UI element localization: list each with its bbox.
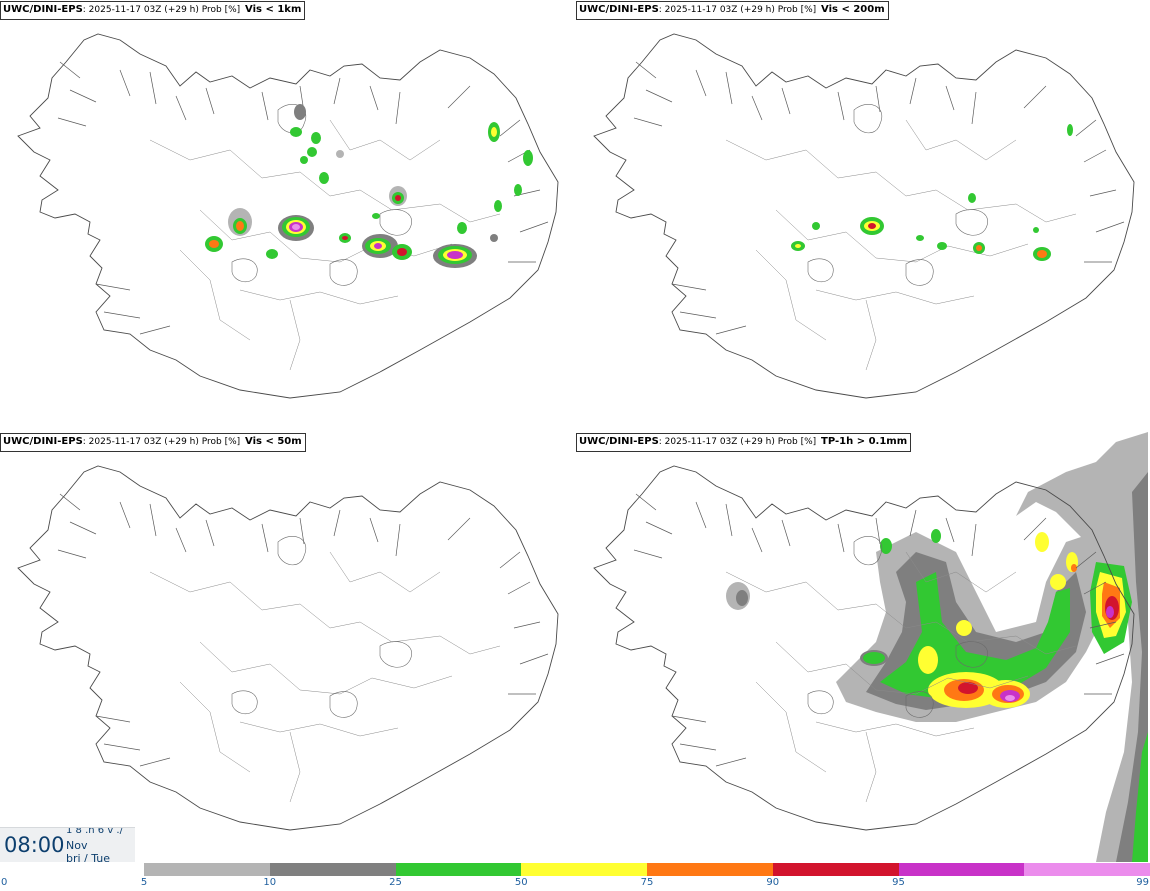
colorbar-segment [144, 863, 270, 876]
colorbar-segment [269, 863, 396, 876]
map-panel-vis-50m: UWC/DINI-EPS: 2025-11-17 03Z (+29 h) Pro… [0, 432, 572, 862]
valid-weekday: þri / Tue [66, 852, 111, 862]
panel-title: UWC/DINI-EPS: 2025-11-17 03Z (+29 h) Pro… [576, 1, 889, 20]
colorbar-tick-label: 50 [514, 877, 528, 888]
colorbar-tick-labels: 0 5 10 25 50 75 90 95 99 [0, 877, 1150, 891]
colorbar-segment [1024, 863, 1150, 876]
probability-areas [205, 104, 533, 268]
panel-title: UWC/DINI-EPS: 2025-11-17 03Z (+29 h) Pro… [0, 433, 306, 452]
panel-title: UWC/DINI-EPS: 2025-11-17 03Z (+29 h) Pro… [0, 1, 306, 20]
colorbar-segment [395, 863, 522, 876]
colorbar-segment [521, 863, 647, 876]
colorbar-tick-label: 99 [1136, 877, 1149, 888]
valid-month: Nov [66, 839, 88, 852]
valid-time-box: 08:00 1 8 .n 6 v ./ Nov þri / Tue [0, 827, 135, 862]
map-panel-vis-1km: UWC/DINI-EPS: 2025-11-17 03Z (+29 h) Pro… [0, 0, 572, 430]
probability-areas [791, 124, 1073, 261]
iceland-map [17, 465, 559, 831]
probability-colorbar [144, 863, 1150, 876]
colorbar-segment [647, 863, 773, 876]
map-panel-tp-1h: UWC/DINI-EPS: 2025-11-17 03Z (+29 h) Pro… [576, 432, 1148, 862]
panel-title: UWC/DINI-EPS: 2025-11-17 03Z (+29 h) Pro… [576, 433, 912, 452]
colorbar-tick-label: 10 [263, 877, 277, 888]
iceland-map [17, 33, 559, 399]
colorbar-segment [772, 863, 899, 876]
probability-areas [726, 432, 1148, 862]
colorbar-tick-label: 25 [389, 877, 402, 888]
colorbar-segment [898, 863, 1025, 876]
valid-time: 08:00 [4, 833, 65, 857]
colorbar-tick-label: 75 [640, 877, 654, 888]
colorbar-tick-label: 5 [140, 877, 148, 888]
colorbar-tick-label: 95 [892, 877, 905, 888]
map-panel-vis-200m: UWC/DINI-EPS: 2025-11-17 03Z (+29 h) Pro… [576, 0, 1148, 430]
iceland-map [593, 33, 1135, 399]
colorbar-tick-label: 90 [766, 877, 780, 888]
valid-day: 1 8 .n 6 v ./ [66, 827, 123, 836]
colorbar-tick-label: 0 [1, 877, 8, 888]
iceland-map [593, 432, 1148, 862]
